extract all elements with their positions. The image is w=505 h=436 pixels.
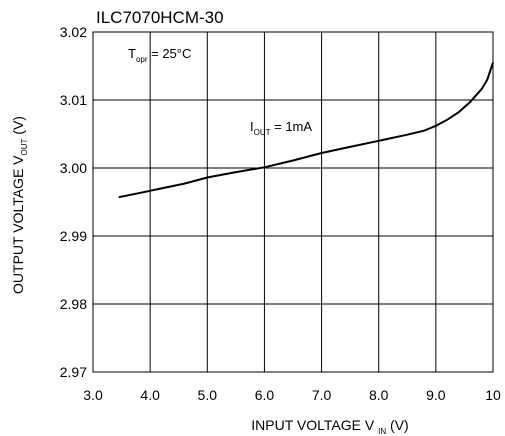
plot-frame [92,31,494,373]
y-tick-label: 3.00 [60,160,87,176]
x-tick-label: 3.0 [83,387,103,403]
y-tick-label: 3.01 [60,92,87,108]
y-tick-label: 3.02 [60,24,87,40]
x-tick-label: 4.0 [140,387,160,403]
y-tick-labels: 2.97 2.98 2.99 3.00 3.01 3.02 [60,24,87,380]
y-tick-label: 2.97 [60,364,87,380]
x-tick-label: 9.0 [426,387,446,403]
x-tick-labels: 3.0 4.0 5.0 6.0 7.0 8.0 9.0 10 [83,387,501,403]
series-line [118,62,494,199]
x-tick-label: 10 [485,387,501,403]
x-axis-label: INPUT VOLTAGE V IN (V) [251,417,408,436]
y-axis-label: OUTPUT VOLTAGE VOUT (V) [10,116,29,294]
x-tick-label: 6.0 [255,387,275,403]
condition-annotation: Topr = 25°C [128,46,191,64]
x-tick-label: 5.0 [198,387,218,403]
y-tick-label: 2.99 [60,228,87,244]
chart-title: ILC7070HCM-30 [96,8,224,27]
series-label: IOUT = 1mA [250,119,312,137]
x-tick-label: 7.0 [312,387,332,403]
y-tick-label: 2.98 [60,296,87,312]
x-tick-label: 8.0 [369,387,389,403]
grid [93,32,493,372]
